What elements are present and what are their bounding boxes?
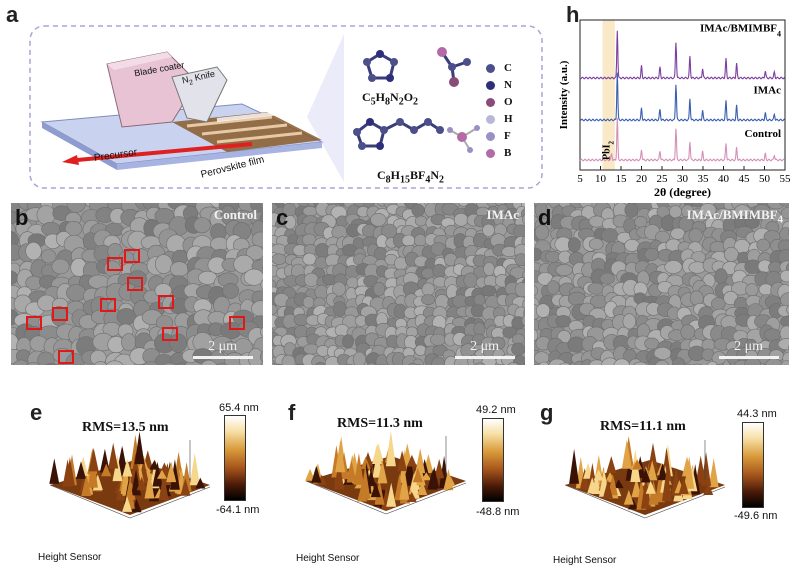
afm-surface-imac-bmimbf4 <box>564 436 726 519</box>
formula-bmimbf4: C8H15BF4N2 <box>377 168 445 186</box>
formula-imac: C5H8N2O2 <box>362 90 419 108</box>
panel-label-c: c <box>276 205 289 230</box>
x-tick-label: 30 <box>677 173 689 185</box>
colorbar <box>224 415 246 501</box>
colorbar <box>482 418 504 502</box>
height-sensor-label: Height Sensor <box>553 555 617 566</box>
rms-value-imac: RMS=11.3 nm <box>337 416 423 431</box>
sem-tag-imac-bmimbf4: IMAc/BMIMBF4 <box>686 207 783 226</box>
panel-label-h: h <box>566 2 580 27</box>
rms-value-imac-bmimbf4: RMS=11.1 nm <box>600 419 686 434</box>
series-label-0: IMAc/BMIMBF4 <box>700 23 781 38</box>
x-tick-label: 10 <box>595 173 607 185</box>
sem-image-imac: IMAc 2 μm c <box>272 203 525 365</box>
colorbar-min: -48.8 nm <box>476 506 520 518</box>
x-tick-label: 35 <box>698 173 710 185</box>
molecule-bf4 <box>447 125 480 153</box>
x-tick-label: 55 <box>780 173 792 185</box>
legend-dot-h <box>486 115 495 124</box>
legend-label-n: N <box>504 79 512 91</box>
sem-image-control: Control 2 μm b <box>11 203 263 365</box>
legend-dot-n <box>486 81 495 90</box>
series-line-0 <box>579 30 785 80</box>
colorbar <box>742 422 764 508</box>
panel-label-e: e <box>30 400 43 425</box>
legend-dot-o <box>486 98 495 107</box>
panel-label-a: a <box>6 2 19 27</box>
scale-label: 2 μm <box>734 339 763 354</box>
legend-label-o: O <box>504 96 513 108</box>
legend-label-b: B <box>504 147 512 159</box>
sem-tag-control: Control <box>213 207 257 222</box>
panel-label-f: f <box>288 400 296 425</box>
height-sensor-label: Height Sensor <box>296 553 360 564</box>
pbi2-annotation: PbI2 <box>602 140 616 160</box>
series-line-1 <box>579 72 785 122</box>
legend-dot-b <box>486 149 495 158</box>
molecule-top-right <box>437 47 471 87</box>
scale-label: 2 μm <box>208 339 237 354</box>
scale-bar <box>193 356 253 359</box>
panel-label-g: g <box>540 400 554 425</box>
afm-surface-imac <box>305 431 467 515</box>
legend-label-f: F <box>504 130 511 142</box>
x-tick-label: 20 <box>636 173 648 185</box>
y-axis-label: Intensity (a.u.) <box>558 60 570 129</box>
legend-dot-c <box>486 64 495 73</box>
legend-label-h: H <box>504 113 513 125</box>
x-tick-label: 25 <box>657 173 669 185</box>
legend-dot-f <box>486 132 495 141</box>
series-label-2: Control <box>745 128 781 140</box>
xrd-chart: IMAc/BMIMBF4 IMAc Control 5 10 15 20 25 30 35 40 45… <box>558 19 792 199</box>
defect-markers <box>26 249 245 364</box>
rms-value-control: RMS=13.5 nm <box>82 420 169 435</box>
x-tick-label: 5 <box>577 173 583 185</box>
x-tick-label: 50 <box>759 173 771 185</box>
sem-tag-imac: IMAc <box>486 207 520 222</box>
schematic-panel: Blade coater N2 Knife Precursor Perovski… <box>22 22 547 192</box>
scale-bar <box>455 356 515 359</box>
scale-label: 2 μm <box>470 339 499 354</box>
panel-label-b: b <box>15 205 29 230</box>
series-label-1: IMAc <box>754 85 782 97</box>
schematic-illustration <box>29 25 543 189</box>
colorbar-min: -64.1 nm <box>216 504 260 516</box>
scale-bar <box>719 356 779 359</box>
colorbar-min: -49.6 nm <box>734 510 778 522</box>
sem-image-imac-bmimbf4: IMAc/BMIMBF4 2 μm d <box>534 203 789 365</box>
x-tick-label: 45 <box>739 173 751 185</box>
molecule-bottom-left <box>353 118 444 150</box>
height-sensor-label: Height Sensor <box>38 552 102 563</box>
panel-label-d: d <box>538 205 552 230</box>
x-axis-label: 2θ (degree) <box>654 185 711 199</box>
legend-label-c: C <box>504 62 512 74</box>
series-line-2 <box>579 117 786 162</box>
x-tick-label: 40 <box>718 173 730 185</box>
afm-surface-control <box>49 431 211 519</box>
pbi2-highlight <box>602 20 615 170</box>
colorbar-max: 65.4 nm <box>219 402 259 414</box>
x-tick-label: 15 <box>616 173 628 185</box>
colorbar-max: 49.2 nm <box>476 404 516 416</box>
molecule-top-left <box>363 50 398 82</box>
colorbar-max: 44.3 nm <box>737 408 777 420</box>
